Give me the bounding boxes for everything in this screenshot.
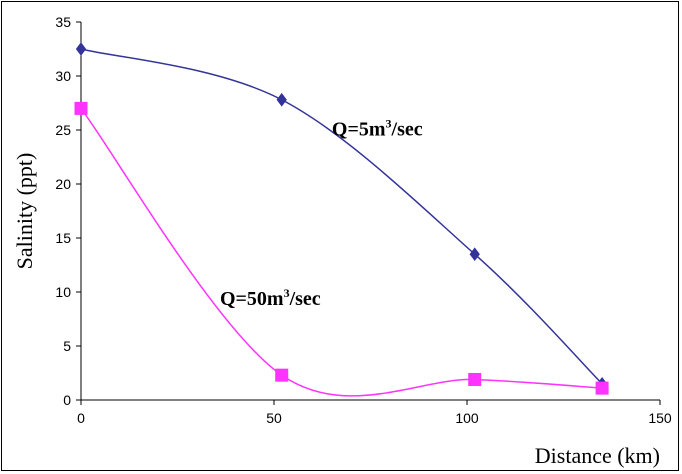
y-tick-label: 30 [55, 68, 71, 84]
series-2-line [80, 107, 603, 397]
x-axis-title: Distance (km) [535, 443, 660, 468]
y-tick-label: 20 [55, 176, 71, 192]
series-1-point [276, 92, 287, 107]
x-tick-label: 0 [77, 410, 85, 426]
tick-labels: 0 5 10 15 20 25 30 35 0 50 100 150 [55, 14, 671, 426]
y-tick-label: 5 [63, 338, 71, 354]
x-tick-label: 150 [648, 410, 672, 426]
series-1-point [75, 42, 87, 56]
series-2-point [595, 381, 609, 395]
series-markers [74, 42, 609, 395]
series-2-point [74, 101, 88, 115]
annotations: Q=5m3/sec Q=50m3/sec [220, 116, 423, 310]
axes [80, 22, 660, 401]
y-tick-label: 0 [63, 392, 71, 408]
x-tick-label: 100 [455, 410, 479, 426]
series-1-point [469, 247, 480, 262]
series-2-point [275, 368, 289, 382]
series-lines [80, 48, 603, 397]
series-1-line [80, 48, 603, 385]
y-tick-label: 15 [55, 230, 71, 246]
y-tick-label: 35 [55, 14, 71, 30]
tick-marks [76, 21, 661, 405]
annotation-2: Q=50m3/sec [220, 286, 321, 310]
y-axis-title: Salinity (ppt) [12, 153, 37, 270]
y-tick-label: 10 [55, 284, 71, 300]
y-tick-label: 25 [55, 122, 71, 138]
series-2-point [468, 372, 482, 386]
annotation-1: Q=5m3/sec [332, 116, 423, 140]
x-tick-label: 50 [266, 410, 282, 426]
